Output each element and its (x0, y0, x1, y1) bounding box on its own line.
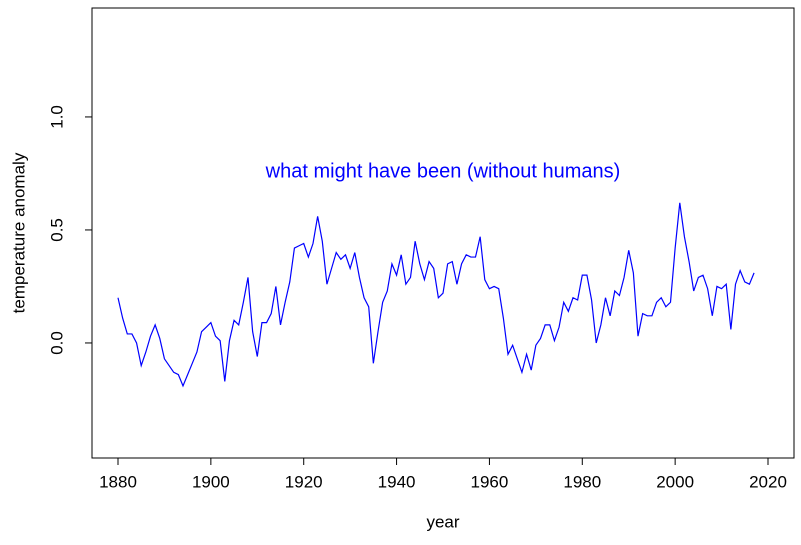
y-tick-label: 0.0 (47, 331, 66, 355)
x-tick-label: 1960 (471, 472, 509, 491)
data-line (117, 202, 755, 388)
x-axis-label: year (426, 512, 459, 531)
x-tick-label: 1900 (192, 472, 230, 491)
x-tick-label: 2000 (656, 472, 694, 491)
x-tick-label: 1940 (378, 472, 416, 491)
y-axis-label: temperature anomaly (9, 152, 28, 313)
y-tick-label: 0.5 (47, 218, 66, 242)
plot-box (91, 7, 795, 459)
x-tick-label: 1980 (563, 472, 601, 491)
x-tick-label: 1880 (99, 472, 137, 491)
x-tick-label: 1920 (285, 472, 323, 491)
y-tick-label: 1.0 (47, 105, 66, 129)
x-tick-label: 2020 (749, 472, 787, 491)
annotation: what might have been (without humans) (265, 160, 621, 182)
